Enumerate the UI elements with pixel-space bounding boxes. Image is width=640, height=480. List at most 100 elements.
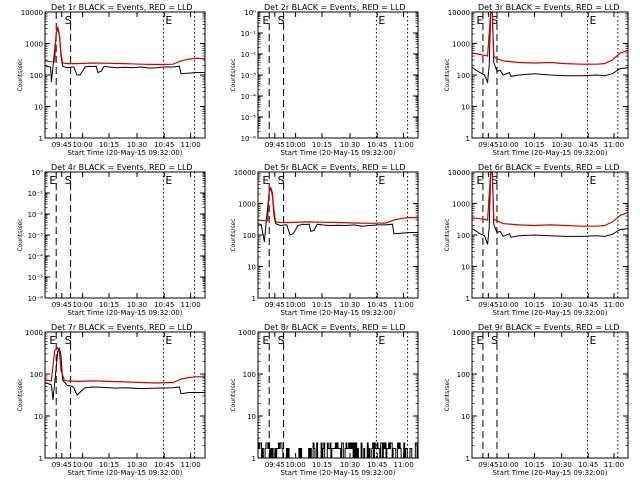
- y-tick-label: 10⁻⁶: [241, 135, 257, 143]
- y-axis-label: Counts/sec: [17, 378, 24, 411]
- chart-title: Det 4r BLACK = Events, RED = LLD: [51, 163, 193, 172]
- x-tick-label: 10:30: [127, 141, 147, 149]
- x-axis-label: Start Time (20-May-15 09:32:00): [492, 469, 607, 477]
- x-tick-label: 10:00: [73, 301, 93, 309]
- plot-frame: [257, 11, 419, 139]
- x-axis-label: Start Time (20-May-15 09:32:00): [280, 149, 395, 157]
- marker-letter-e: E: [262, 14, 269, 27]
- chart-det-4: Det 4r BLACK = Events, RED = LLD 10⁻⁶ 10⁻⁵…: [17, 163, 206, 317]
- x-tick-label: 10:00: [286, 141, 306, 149]
- marker-letter-e: E: [589, 14, 596, 27]
- y-tick-label: 10⁻²: [241, 51, 257, 59]
- x-tick-label: 10:15: [312, 141, 332, 149]
- marker-letter-s: S: [65, 334, 72, 347]
- marker-letter-s: S: [491, 174, 498, 187]
- x-tick-label: 10:00: [499, 301, 519, 309]
- x-tick-label: 09:45: [52, 301, 72, 309]
- x-tick-label: 11:00: [604, 141, 624, 149]
- lld-series-line: [44, 25, 206, 66]
- x-tick-label: 10:00: [499, 461, 519, 469]
- y-tick-label: 10⁻¹: [28, 190, 44, 198]
- x-axis-label: Start Time (20-May-15 09:32:00): [280, 309, 395, 317]
- marker-letter-e: E: [378, 334, 385, 347]
- y-tick-label: 100: [457, 232, 470, 240]
- events-series-line: [471, 170, 629, 245]
- x-tick-label: 10:30: [552, 301, 572, 309]
- x-axis-label: Start Time (20-May-15 09:32:00): [280, 469, 395, 477]
- marker-letter-e: E: [165, 174, 172, 187]
- chart-title: Det 6r BLACK = Events, RED = LLD: [478, 163, 620, 172]
- y-axis-label: Counts/sec: [444, 58, 451, 91]
- y-tick-label: 10: [34, 104, 43, 112]
- marker-letter-s: S: [491, 14, 498, 27]
- x-tick-label: 10:30: [340, 141, 360, 149]
- x-tick-label: 09:45: [265, 301, 285, 309]
- x-tick-label: 10:30: [552, 461, 572, 469]
- chart-det-2: Det 2r BLACK = Events, RED = LLD 10⁻⁶ 10⁻⁵…: [230, 3, 419, 157]
- y-tick-label: 10⁻³: [241, 72, 257, 80]
- y-tick-label: 1: [466, 135, 470, 143]
- x-tick-label: 10:00: [286, 461, 306, 469]
- x-tick-label: 11:00: [181, 461, 201, 469]
- y-tick-label: 10000: [21, 9, 43, 17]
- y-tick-label: 10: [461, 264, 470, 272]
- x-tick-label: 11:00: [394, 461, 414, 469]
- x-tick-label: 10:45: [578, 461, 598, 469]
- y-tick-label: 10⁻⁶: [28, 295, 44, 303]
- x-tick-label: 11:00: [394, 141, 414, 149]
- x-tick-label: 10:45: [154, 141, 174, 149]
- y-tick-label: 10: [34, 413, 43, 421]
- y-tick-label: 1000: [452, 201, 470, 209]
- y-tick-label: 10: [461, 104, 470, 112]
- marker-letter-e: E: [262, 174, 269, 187]
- x-tick-label: 10:45: [367, 301, 387, 309]
- x-tick-label: 09:45: [478, 141, 498, 149]
- y-tick-label: 1: [466, 455, 470, 463]
- y-tick-label: 10000: [234, 169, 256, 177]
- x-tick-label: 10:45: [578, 141, 598, 149]
- lld-series-line: [257, 186, 419, 224]
- chart-title: Det 5r BLACK = Events, RED = LLD: [264, 163, 406, 172]
- x-tick-label: 11:00: [394, 301, 414, 309]
- x-tick-label: 11:00: [604, 461, 624, 469]
- x-tick-label: 09:45: [478, 461, 498, 469]
- x-tick-label: 11:00: [604, 301, 624, 309]
- x-axis-label: Start Time (20-May-15 09:32:00): [492, 309, 607, 317]
- y-tick-label: 100: [30, 72, 43, 80]
- chart-title: Det 9r BLACK = Events, RED = LLD: [478, 323, 620, 332]
- x-tick-label: 10:45: [154, 461, 174, 469]
- x-tick-label: 10:15: [99, 141, 119, 149]
- chart-title: Det 3r BLACK = Events, RED = LLD: [478, 3, 620, 12]
- plot-frame: [44, 171, 206, 299]
- chart-det-9: Det 9r BLACK = Events, RED = LLD 1 10 100 10…: [444, 323, 629, 477]
- y-axis-label: Counts/sec: [230, 58, 237, 91]
- y-tick-label: 10⁻⁵: [241, 114, 257, 122]
- y-tick-label: 100: [457, 72, 470, 80]
- chart-det-3: Det 3r BLACK = Events, RED = LLD 1 10 100 10…: [444, 3, 629, 157]
- events-series-line: [257, 187, 418, 243]
- y-tick-label: 1: [39, 135, 43, 143]
- y-tick-label: 1000: [25, 41, 43, 49]
- y-tick-label: 10⁰: [31, 169, 43, 177]
- plot-frame: [471, 11, 629, 139]
- chart-det-6: Det 6r BLACK = Events, RED = LLD 1 10 100 10…: [444, 163, 629, 317]
- x-tick-label: 09:45: [52, 461, 72, 469]
- chart-title: Det 8r BLACK = Events, RED = LLD: [264, 323, 406, 332]
- y-tick-label: 10⁻²: [28, 211, 44, 219]
- x-tick-label: 10:15: [312, 301, 332, 309]
- plot-frame: [257, 171, 419, 299]
- marker-letter-e: E: [589, 334, 596, 347]
- y-tick-label: 100: [30, 371, 43, 379]
- y-tick-label: 1000: [238, 201, 256, 209]
- chart-title: Det 1r BLACK = Events, RED = LLD: [51, 3, 193, 12]
- x-tick-label: 10:15: [524, 301, 544, 309]
- y-tick-label: 1000: [452, 329, 470, 337]
- marker-letter-e: E: [378, 174, 385, 187]
- y-tick-label: 1000: [25, 329, 43, 337]
- y-tick-label: 10⁰: [244, 9, 256, 17]
- y-tick-label: 10: [461, 413, 470, 421]
- x-axis-label: Start Time (20-May-15 09:32:00): [492, 149, 607, 157]
- chart-det-1: Det 1r BLACK = Events, RED = LLD 1 10 100 10…: [17, 3, 206, 157]
- y-tick-label: 10⁻³: [28, 232, 44, 240]
- y-axis-label: Counts/sec: [230, 378, 237, 411]
